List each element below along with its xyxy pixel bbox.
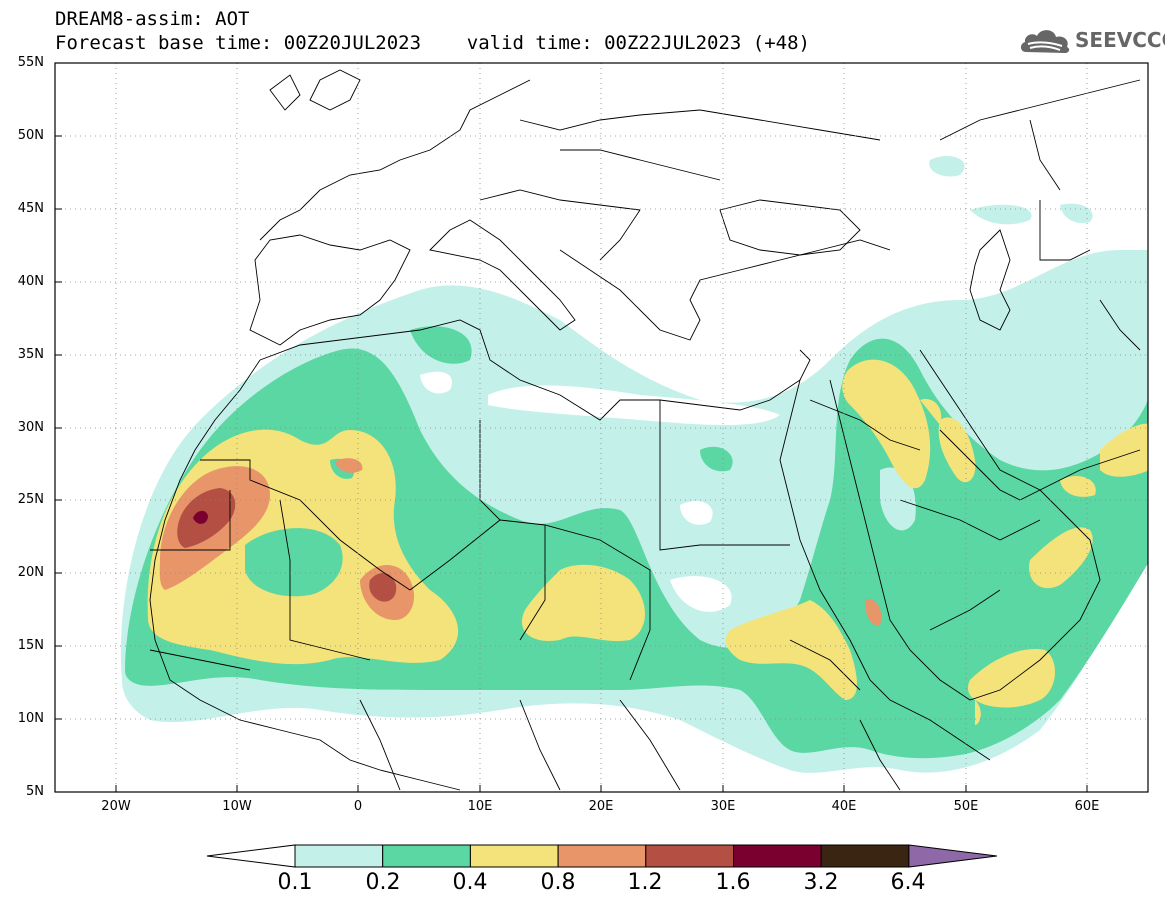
seevccc-logo: SEEVCCC: [1018, 22, 1165, 58]
lon-tick-20w: 20W: [101, 799, 131, 814]
colorbar-label-0.1: 0.1: [277, 870, 313, 895]
colorbar-box-4: [645, 844, 734, 868]
colorbar-box-3: [557, 844, 647, 868]
colorbar-over-arrow: [908, 844, 997, 868]
lat-tick-10n: 10N: [17, 711, 44, 726]
lat-tick-5n: 5N: [26, 784, 44, 799]
lat-tick-25n: 25N: [17, 492, 44, 507]
colorbar-box-2: [469, 844, 559, 868]
lat-tick-20n: 20N: [17, 565, 44, 580]
colorbar-label-1.6: 1.6: [715, 870, 751, 895]
lon-tick-0: 0: [353, 799, 363, 814]
map-title: DREAM8-assim: AOT: [55, 8, 250, 30]
lat-tick-40n: 40N: [17, 274, 44, 289]
lon-tick-20e: 20E: [588, 799, 614, 814]
colorbar-box-0: [294, 844, 384, 868]
colorbar-label-6.4: 6.4: [890, 870, 926, 895]
coastlines-borders: [149, 69, 1141, 791]
lat-tick-15n: 15N: [17, 638, 44, 653]
logo-text: SEEVCCC: [1075, 28, 1165, 52]
colorbar-label-0.8: 0.8: [540, 870, 576, 895]
aot-fields: [55, 63, 1148, 792]
forecast-time-line: Forecast base time: 00Z20JUL2023 valid t…: [55, 32, 810, 54]
lon-tick-60e: 60E: [1074, 799, 1100, 814]
colorbar-box-6: [820, 844, 910, 868]
lon-tick-50e: 50E: [953, 799, 979, 814]
aot-level-1.6: [193, 510, 208, 524]
lat-tick-55n: 55N: [17, 55, 44, 70]
colorbar-box-1: [382, 844, 471, 868]
lon-tick-10e: 10E: [467, 799, 493, 814]
lat-tick-35n: 35N: [17, 347, 44, 362]
colorbar-under-arrow: [206, 844, 296, 868]
graticule: [55, 63, 1148, 792]
cloud-icon: [1020, 30, 1070, 53]
colorbar-label-0.4: 0.4: [452, 870, 488, 895]
colorbar-label-3.2: 3.2: [803, 870, 839, 895]
colorbar-box-5: [733, 844, 822, 868]
colorbar: [206, 844, 997, 868]
lon-tick-40e: 40E: [831, 799, 857, 814]
lat-tick-30n: 30N: [17, 420, 44, 435]
lon-tick-30e: 30E: [710, 799, 736, 814]
lon-tick-10w: 10W: [222, 799, 252, 814]
lat-tick-50n: 50N: [17, 128, 44, 143]
colorbar-label-0.2: 0.2: [365, 870, 401, 895]
lat-tick-45n: 45N: [17, 201, 44, 216]
axis-ticks: [55, 62, 1088, 792]
colorbar-label-1.2: 1.2: [627, 870, 663, 895]
